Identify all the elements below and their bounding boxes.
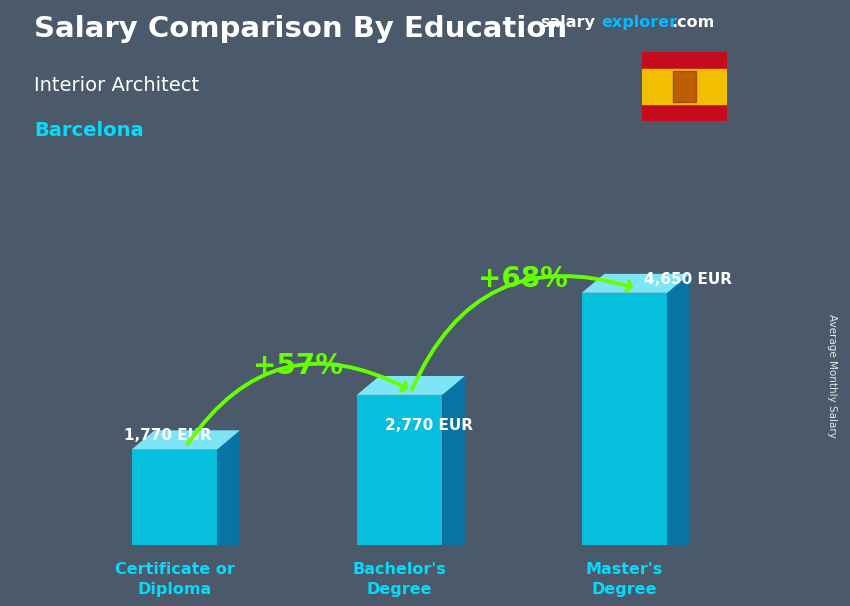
Text: 1,770 EUR: 1,770 EUR <box>124 428 212 443</box>
Text: Salary Comparison By Education: Salary Comparison By Education <box>34 15 567 43</box>
Polygon shape <box>132 430 240 449</box>
Text: salary: salary <box>540 15 595 30</box>
Text: explorer: explorer <box>601 15 677 30</box>
Bar <box>673 71 695 102</box>
Polygon shape <box>581 293 667 545</box>
Bar <box>642 69 727 104</box>
Polygon shape <box>357 395 442 545</box>
Polygon shape <box>667 274 690 545</box>
Polygon shape <box>218 430 240 545</box>
Polygon shape <box>581 274 690 293</box>
Polygon shape <box>132 449 218 545</box>
Text: .com: .com <box>672 15 715 30</box>
Text: Barcelona: Barcelona <box>34 121 144 140</box>
Text: +68%: +68% <box>479 265 569 293</box>
Text: Interior Architect: Interior Architect <box>34 76 199 95</box>
Text: 4,650 EUR: 4,650 EUR <box>643 272 732 287</box>
Polygon shape <box>442 376 465 545</box>
Text: Average Monthly Salary: Average Monthly Salary <box>827 314 837 438</box>
Text: 2,770 EUR: 2,770 EUR <box>385 418 473 433</box>
Text: +57%: +57% <box>253 352 343 380</box>
Polygon shape <box>357 376 465 395</box>
